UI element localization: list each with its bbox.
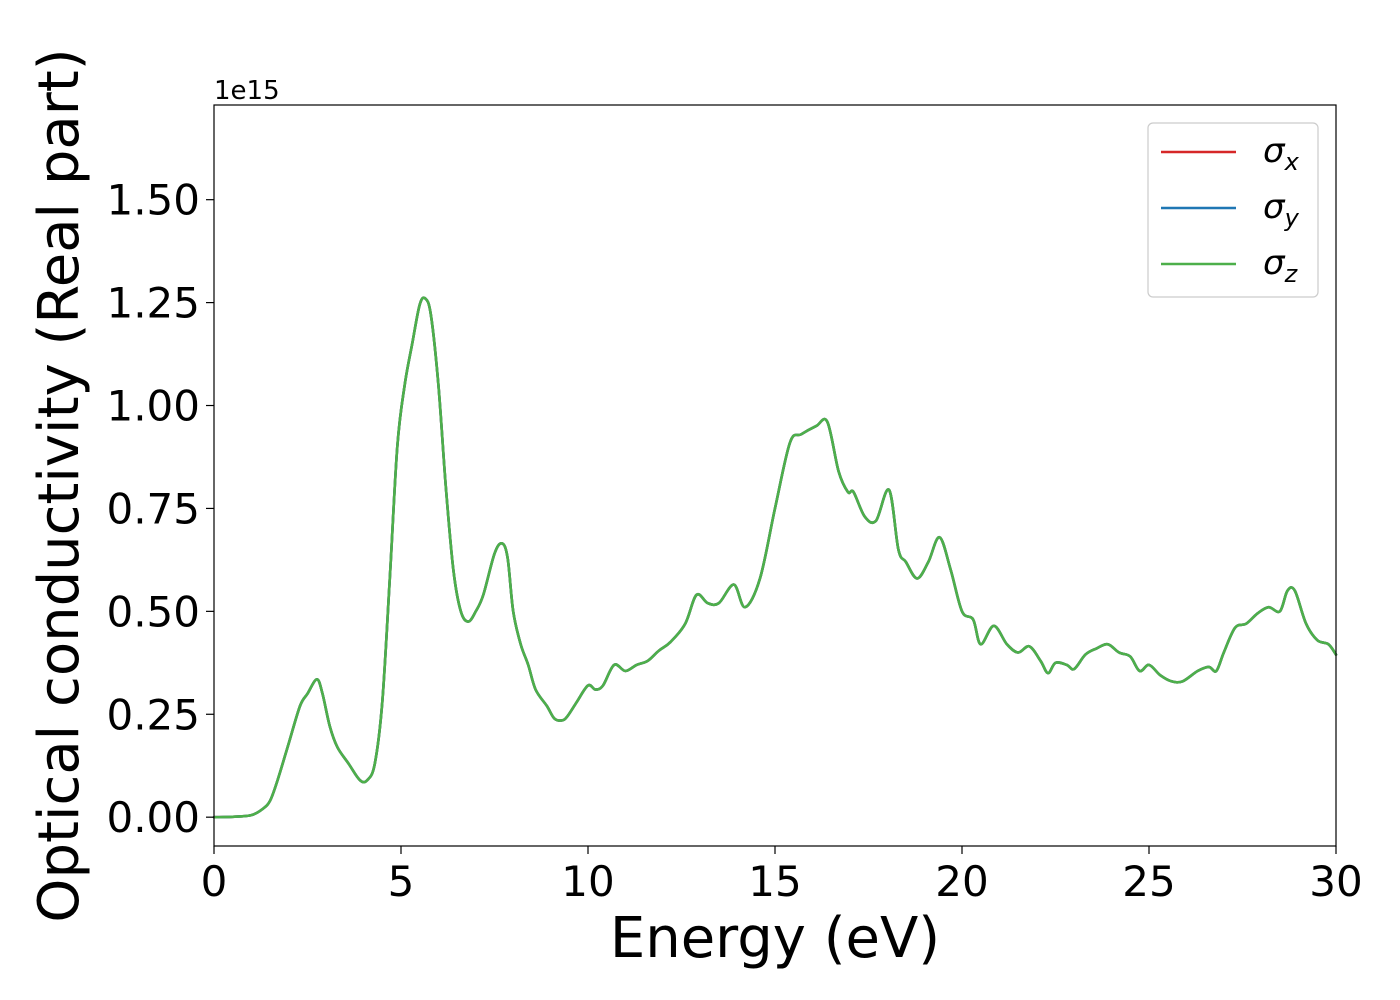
y-axis-offset-text: 1e15 xyxy=(214,76,280,106)
legend-frame xyxy=(1147,122,1319,298)
x-tick-label: 0 xyxy=(201,857,228,906)
y-tick-label: 0.75 xyxy=(106,484,200,533)
x-tick-label: 15 xyxy=(748,857,801,906)
x-axis-ticks: 0 5 10 15 20 25 30 xyxy=(201,846,1363,906)
series-layer xyxy=(212,296,1338,819)
y-tick-label: 1.50 xyxy=(106,176,200,225)
y-tick-label: 1.25 xyxy=(106,279,200,328)
y-axis-ticks: 0.00 0.25 0.50 0.75 1.00 1.25 1.50 xyxy=(106,176,214,842)
x-tick-label: 10 xyxy=(561,857,614,906)
x-tick-label: 30 xyxy=(1309,857,1362,906)
y-tick-label: 0.00 xyxy=(106,793,200,842)
x-tick-label: 20 xyxy=(935,857,988,906)
y-axis-label: Optical conductivity (Real part) xyxy=(27,48,92,922)
x-axis-label: Energy (eV) xyxy=(610,906,940,971)
y-tick-label: 0.50 xyxy=(106,587,200,636)
x-tick-label: 25 xyxy=(1122,857,1175,906)
x-tick-label: 5 xyxy=(388,857,415,906)
y-tick-label: 0.25 xyxy=(106,690,200,739)
series-line-σz xyxy=(212,296,1338,819)
y-tick-label: 1.00 xyxy=(106,382,200,431)
